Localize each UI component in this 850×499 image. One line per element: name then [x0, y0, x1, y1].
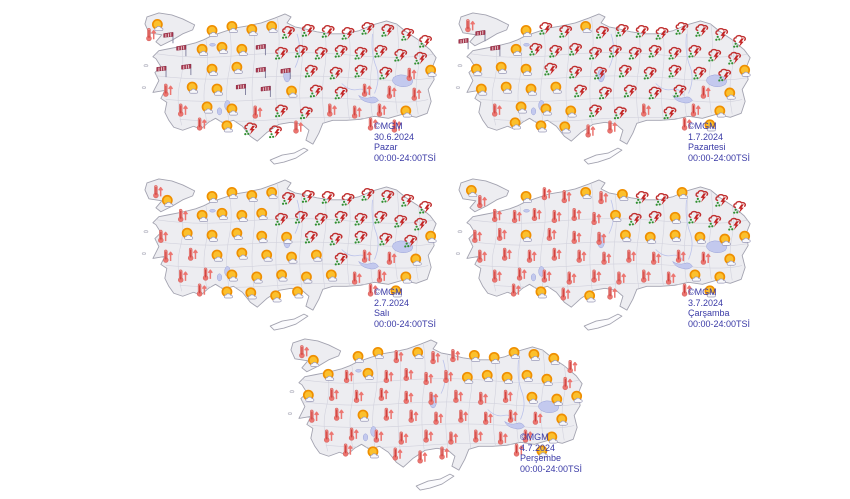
forecast-day: Perşembe [520, 453, 562, 463]
forecast-date: 4.7.2024 [520, 442, 556, 453]
forecast-hours: 00:00-24:00TSİ [374, 152, 437, 163]
sun-cloud-icon [520, 190, 533, 204]
map-caption: ©MGM 4.7.2024 Perşembe 00:00-24:00TSİ [520, 432, 582, 474]
sun-cloud-icon [714, 105, 727, 118]
forecast-date: 2.7.2024 [374, 297, 410, 308]
thunderstorm-icon [268, 125, 282, 139]
sun-cloud-icon [270, 290, 283, 303]
copyright-text: ©MGM [520, 432, 549, 442]
forecast-date: 1.7.2024 [688, 131, 724, 142]
forecast-day: Pazartesi [688, 142, 726, 152]
sun-cloud-icon [352, 350, 365, 364]
sun-cloud-icon [535, 286, 548, 299]
sun-cloud-icon [520, 24, 533, 38]
forecast-date: 3.7.2024 [688, 297, 724, 308]
weather-maps-panel: ©MGM 30.6.2024 Pazar 00:00-24:00TSİ ©MGM… [0, 0, 770, 483]
forecast-hours: 00:00-24:00TSİ [688, 152, 751, 163]
copyright-text: ©MGM [374, 121, 403, 131]
forecast-day: Çarşamba [688, 308, 730, 318]
copyright-text: ©MGM [688, 121, 717, 131]
copyright-text: ©MGM [374, 287, 403, 297]
forecast-date: 30.6.2024 [374, 131, 415, 142]
sun-cloud-icon [400, 271, 413, 284]
map-caption: ©MGM 30.6.2024 Pazar 00:00-24:00TSİ [374, 121, 436, 163]
sun-cloud-icon [206, 24, 219, 38]
map-caption: ©MGM 1.7.2024 Pazartesi 00:00-24:00TSİ [688, 121, 750, 163]
forecast-day: Pazar [374, 142, 398, 152]
sun-cloud-icon [367, 446, 380, 459]
forecast-map-monday: ©MGM 1.7.2024 Pazartesi 00:00-24:00TSİ [452, 4, 770, 173]
hot-thermometer-icon [567, 359, 578, 374]
sun-cloud-icon [221, 120, 234, 133]
forecast-hours: 00:00-24:00TSİ [688, 318, 751, 329]
copyright-text: ©MGM [688, 287, 717, 297]
forecast-map-tuesday: ©MGM 2.7.2024 Salı 00:00-24:00TSİ [138, 170, 456, 339]
forecast-map-wednesday: ©MGM 3.7.2024 Çarşamba 00:00-24:00TSİ [452, 170, 770, 339]
sun-cloud-icon [206, 190, 219, 204]
map-caption: ©MGM 3.7.2024 Çarşamba 00:00-24:00TSİ [688, 287, 750, 329]
sun-cloud-icon [714, 271, 727, 284]
hot-thermometer-icon [541, 186, 552, 201]
forecast-hours: 00:00-24:00TSİ [520, 463, 583, 474]
map-caption: ©MGM 2.7.2024 Salı 00:00-24:00TSİ [374, 287, 436, 329]
sun-cloud-icon [292, 286, 304, 299]
sun-cloud-icon [221, 286, 234, 299]
forecast-map-thursday: ©MGM 4.7.2024 Perşembe 00:00-24:00TSİ [284, 330, 602, 499]
sun-cloud-icon [400, 105, 413, 118]
forecast-map-sunday: ©MGM 30.6.2024 Pazar 00:00-24:00TSİ [138, 4, 456, 173]
forecast-hours: 00:00-24:00TSİ [374, 318, 437, 329]
windsock-icon [458, 37, 469, 50]
sun-cloud-icon [535, 120, 548, 133]
sun-cloud-icon [584, 290, 597, 303]
forecast-day: Salı [374, 308, 390, 318]
